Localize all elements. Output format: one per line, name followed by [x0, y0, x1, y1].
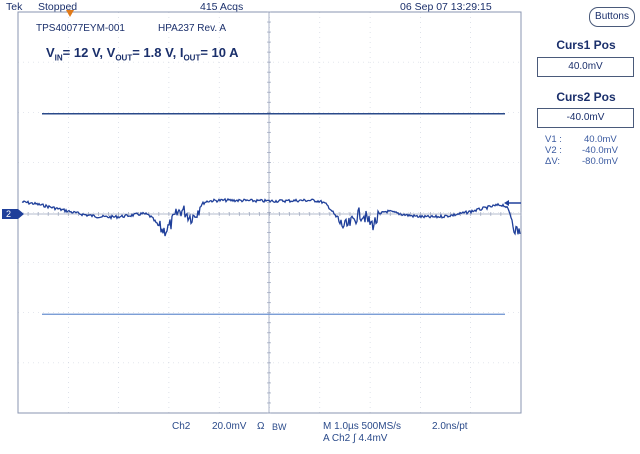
brand-label: Tek	[6, 1, 23, 13]
board-revision: HPA237 Rev. A	[158, 23, 226, 34]
channel2-waveform	[21, 197, 521, 237]
v1-label: V1 :	[545, 134, 562, 145]
v2-value: -40.0mV	[582, 145, 618, 156]
iout-symbol: I	[179, 45, 184, 60]
curs2-pos-field[interactable]: -40.0mV	[537, 108, 634, 128]
v2-label: V2 :	[545, 145, 562, 156]
vout-value: = 1.8 V,	[132, 45, 180, 60]
buttons-button[interactable]: Buttons	[589, 7, 635, 27]
timebase-setting: M 1.0µs 500MS/s	[323, 421, 402, 432]
trigger-setting: A Ch2 ∫ 4.4mV	[323, 433, 388, 444]
curs2-pos-label: Curs2 Pos	[556, 90, 616, 104]
vin-subscript: IN	[54, 53, 63, 63]
delta-v-label: ΔV:	[545, 156, 560, 167]
test-conditions: VIN= 12 V, VOUT= 1.8 V, IOUT= 10 A	[46, 45, 239, 63]
iout-subscript: OUT	[183, 53, 201, 63]
vout-subscript: OUT	[115, 53, 133, 63]
channel2-ground-marker	[2, 209, 24, 219]
timestamp: 06 Sep 07 13:29:15	[400, 1, 492, 13]
trigger-level-marker	[504, 200, 521, 206]
vout-symbol: V	[106, 45, 116, 60]
vin-symbol: V	[46, 45, 55, 60]
vin-value: = 12 V,	[62, 45, 107, 60]
graticule	[17, 11, 522, 414]
bandwidth-limit-label: BW	[272, 422, 287, 432]
channel-name: Ch2	[172, 421, 191, 432]
record-resolution: 2.0ns/pt	[432, 421, 468, 432]
curs1-pos-label: Curs1 Pos	[556, 38, 616, 52]
curs1-pos-field[interactable]: 40.0mV	[537, 57, 634, 77]
part-number: TPS40077EYM-001	[36, 23, 125, 34]
acquisition-count: 415 Acqs	[200, 1, 244, 13]
iout-value: = 10 A	[200, 45, 239, 60]
delta-v-value: -80.0mV	[582, 156, 618, 167]
trigger-position-marker	[66, 10, 74, 17]
v1-value: 40.0mV	[584, 134, 617, 145]
channel2-ground-marker-label: 2	[6, 209, 11, 219]
channel-scale: 20.0mV	[212, 421, 247, 432]
coupling-icon: Ω	[257, 421, 265, 432]
